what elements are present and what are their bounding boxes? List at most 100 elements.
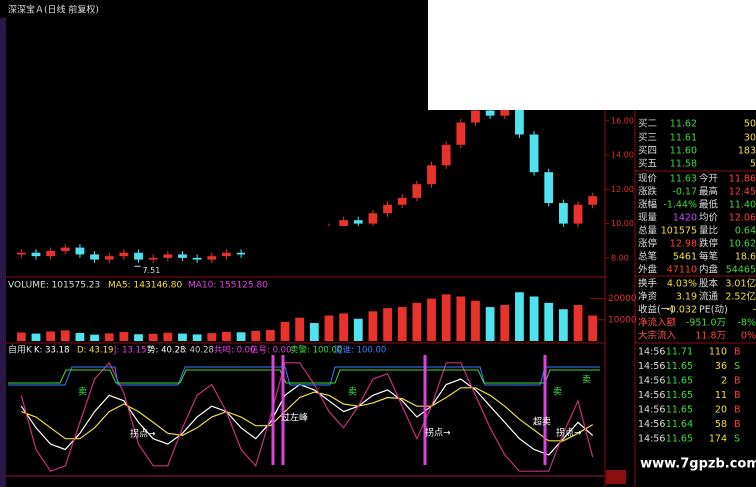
volume-bar: [309, 322, 319, 341]
trade-price: 11.65: [666, 434, 693, 445]
panel-tab[interactable]: [606, 470, 626, 484]
quote-cell: 涨停: [638, 238, 658, 250]
candle-body: [178, 254, 187, 258]
candle-body: [207, 256, 217, 260]
quote-cell: 12.06: [729, 213, 756, 224]
volume-bar: [90, 334, 99, 341]
indicator-name: 自用K: [8, 344, 33, 356]
ma5-label: MA5: 143146.80: [108, 281, 182, 291]
candle-body: [397, 197, 407, 205]
trade-volume: 36: [715, 361, 727, 372]
candle-body: [588, 196, 598, 205]
candle-body: [31, 252, 41, 257]
trade-volume: 58: [715, 419, 727, 430]
chart-marks: 7.51: [16, 101, 605, 472]
indicator-readout: K: 33.18: [34, 346, 69, 356]
quote-cell: -951.0万: [686, 318, 726, 329]
quote-cell: 11.61: [670, 133, 697, 144]
candle-body: [163, 254, 173, 258]
ma10-label: MA10: 155125.80: [188, 281, 268, 291]
quote-cell: 量比: [699, 225, 718, 237]
side-tabs: [0, 18, 6, 487]
blank-region: [428, 0, 756, 110]
volume-bar: [573, 304, 583, 341]
candle-body: [485, 110, 495, 116]
quote-panel-bg: [605, 110, 756, 487]
quote-cell: 最低: [699, 199, 719, 211]
candle-body: [236, 252, 246, 255]
annotation: 拐点→: [130, 428, 156, 440]
candle-body: [134, 252, 143, 260]
quote-cell: PE(动): [699, 305, 728, 316]
volume-bar: [368, 311, 378, 341]
volume-bar: [251, 330, 261, 341]
quote-cell: 30: [744, 133, 756, 144]
trade-price: 11.64: [666, 419, 693, 430]
candle-body: [353, 220, 363, 224]
y-tick-label: 16.00: [611, 116, 634, 125]
quote-cell: 11.8万: [695, 331, 726, 342]
quote-cell: 涨幅: [638, 199, 658, 211]
candle-body: [46, 251, 56, 257]
trade-volume: 20: [715, 405, 727, 416]
candle-body: [192, 257, 202, 260]
trade-time: 14:56: [638, 376, 665, 387]
volume-bar: [222, 331, 231, 341]
candle-body: [529, 134, 539, 173]
quote-cell: 3.01亿: [725, 278, 756, 290]
volume-bar: [75, 332, 85, 341]
window-title: 深深宝Ａ(日线 前复权): [8, 4, 99, 16]
y-tick-label: 20000: [608, 294, 637, 304]
quote-cell: 净资: [638, 291, 658, 303]
trade-side: S: [734, 361, 740, 372]
volume-bar: [485, 307, 495, 341]
volume-bar: [339, 313, 349, 341]
quote-cell: 流通: [699, 291, 719, 303]
volume-bar: [412, 302, 422, 341]
trade-price: 11.71: [666, 347, 693, 358]
trade-volume: 2: [721, 376, 727, 387]
quote-cell: 11.86: [729, 174, 756, 185]
candle-body: [368, 213, 378, 224]
quote-cell: 每笔: [699, 251, 718, 263]
annotation: 卖: [553, 387, 562, 398]
quote-cell: -: [753, 305, 756, 316]
volume-bar: [515, 292, 524, 341]
volume-bar: [544, 302, 554, 341]
volume-bar: [31, 333, 41, 341]
k-line: [20, 378, 594, 456]
annotation: 拐点→: [556, 427, 582, 439]
trade-side: B: [734, 405, 741, 416]
volume-bar: [529, 296, 539, 341]
volume-bar: [192, 334, 202, 341]
annotation: 过左峰: [281, 412, 308, 424]
annotation: 超卖: [533, 416, 551, 428]
candle-body: [573, 204, 583, 224]
quote-cell: 股本: [699, 278, 719, 290]
quote-cell: 买四: [638, 146, 657, 157]
annotation: 拐点→: [425, 427, 451, 439]
volume-label: VOLUME: 101575.23: [8, 281, 100, 291]
trade-time: 14:56: [638, 405, 665, 416]
y-tick-label: 10.00: [611, 219, 634, 228]
annotation: 卖: [78, 387, 87, 398]
volume-bar: [104, 333, 114, 341]
indicator-readout: : 40.28: [184, 346, 214, 356]
low-marker: 7.51: [143, 266, 161, 275]
quote-cell: 4.03%: [667, 279, 697, 290]
volume-bar: [119, 332, 129, 341]
y-tick-label: 10000: [608, 315, 637, 325]
candle-body: [558, 203, 568, 224]
volume-bar: [324, 315, 334, 341]
quote-cell: 11.63: [670, 174, 697, 185]
volume-bar: [265, 329, 275, 341]
volume-bar: [148, 333, 158, 341]
candle-body: [222, 252, 231, 257]
quote-cell: 买二: [638, 119, 657, 130]
quote-cell: 换手: [638, 278, 658, 290]
volume-bar: [397, 307, 407, 341]
quote-cell: -0.17: [672, 187, 697, 198]
candle-body: [60, 247, 70, 252]
quote-cell: 10.62: [729, 239, 756, 250]
